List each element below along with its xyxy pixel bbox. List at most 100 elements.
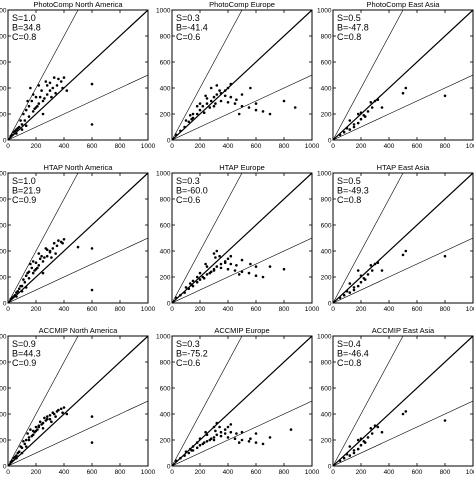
data-point bbox=[204, 262, 207, 266]
data-point bbox=[61, 241, 64, 245]
data-point bbox=[352, 286, 356, 289]
data-points bbox=[174, 82, 297, 137]
panel-title: PhotoComp Europe bbox=[209, 0, 275, 9]
y-tick-label: 1000 bbox=[317, 170, 332, 177]
x-tick-label: 600 bbox=[87, 469, 98, 476]
data-point bbox=[212, 425, 216, 429]
y-tick-label: 600 bbox=[0, 222, 7, 229]
plot-frame bbox=[332, 9, 474, 141]
data-point bbox=[29, 428, 32, 431]
line-2-to-1 bbox=[8, 10, 79, 140]
data-point bbox=[29, 86, 32, 90]
data-point bbox=[233, 102, 237, 105]
y-tick-label: 0 bbox=[328, 463, 332, 470]
data-point bbox=[404, 410, 408, 413]
data-point bbox=[215, 84, 219, 87]
data-point bbox=[90, 82, 94, 86]
data-point bbox=[229, 95, 233, 99]
reference-lines bbox=[333, 173, 473, 303]
data-point bbox=[212, 438, 216, 442]
data-point bbox=[36, 266, 39, 270]
data-point bbox=[179, 129, 182, 133]
data-point bbox=[44, 419, 48, 422]
stat-label: S=0.3 bbox=[176, 176, 200, 186]
data-point bbox=[369, 101, 373, 104]
data-point bbox=[373, 99, 377, 103]
data-point bbox=[202, 277, 206, 280]
x-tick-label: 1000 bbox=[141, 469, 156, 476]
y-tick-label: 200 bbox=[321, 111, 332, 118]
x-tick-label: 600 bbox=[412, 306, 423, 313]
data-point bbox=[229, 82, 233, 86]
data-point bbox=[59, 407, 63, 411]
scatter-panel-3: PhotoComp East Asia 00 200 200 400 400 600 600 8… bbox=[317, 0, 474, 150]
y-tick-label: 800 bbox=[321, 196, 332, 203]
y-tick-label: 0 bbox=[3, 300, 7, 307]
data-point bbox=[359, 280, 363, 284]
data-point bbox=[240, 93, 244, 96]
data-point bbox=[352, 451, 356, 455]
data-point bbox=[443, 254, 447, 258]
data-point bbox=[195, 104, 199, 108]
stat-label: S=0.5 bbox=[337, 13, 361, 23]
y-tick-label: 0 bbox=[3, 137, 7, 144]
data-point bbox=[198, 108, 202, 112]
data-point bbox=[240, 270, 244, 274]
data-point bbox=[249, 437, 252, 441]
data-point bbox=[41, 112, 45, 116]
y-tick-label: 200 bbox=[160, 274, 171, 281]
data-point bbox=[342, 293, 346, 297]
y-tick-label: 600 bbox=[160, 59, 171, 66]
plot-frame bbox=[332, 335, 474, 467]
data-point bbox=[205, 102, 209, 105]
data-point bbox=[45, 93, 49, 96]
data-point bbox=[31, 429, 35, 433]
data-point bbox=[268, 436, 272, 439]
data-point bbox=[179, 456, 182, 460]
line-2-to-1 bbox=[8, 336, 79, 466]
data-point bbox=[208, 271, 212, 275]
data-point bbox=[62, 76, 66, 79]
data-point bbox=[237, 441, 241, 444]
x-tick-label: 400 bbox=[223, 143, 234, 150]
data-point bbox=[240, 438, 244, 442]
y-tick-label: 400 bbox=[160, 248, 171, 255]
y-tick-label: 1000 bbox=[156, 333, 171, 340]
data-point bbox=[401, 91, 405, 95]
reference-lines bbox=[172, 10, 312, 140]
data-point bbox=[51, 86, 55, 90]
data-point bbox=[254, 274, 258, 278]
data-point bbox=[223, 94, 227, 98]
x-tick-label: 200 bbox=[356, 469, 367, 476]
x-tick-label: 0 bbox=[6, 469, 10, 476]
data-point bbox=[33, 269, 36, 272]
data-point bbox=[37, 264, 41, 267]
stat-label: C=0.8 bbox=[337, 195, 361, 205]
data-point bbox=[37, 424, 41, 428]
stat-label: S=0.5 bbox=[337, 176, 361, 186]
data-point bbox=[27, 115, 31, 118]
x-tick-label: 600 bbox=[251, 469, 262, 476]
x-tick-label: 200 bbox=[356, 306, 367, 313]
data-point bbox=[184, 450, 188, 454]
data-point bbox=[202, 441, 206, 444]
y-tick-label: 200 bbox=[321, 274, 332, 281]
data-point bbox=[359, 443, 363, 447]
stat-label: B=-46.4 bbox=[337, 349, 369, 359]
data-point bbox=[36, 104, 39, 108]
data-point bbox=[363, 115, 367, 118]
data-point bbox=[76, 245, 80, 249]
data-point bbox=[13, 129, 17, 133]
stat-label: B=34.8 bbox=[12, 23, 41, 33]
data-point bbox=[254, 441, 258, 444]
stat-label: C=0.8 bbox=[337, 358, 361, 368]
data-point bbox=[195, 275, 199, 279]
data-point bbox=[90, 247, 94, 250]
x-tick-label: 0 bbox=[331, 306, 335, 313]
data-point bbox=[19, 284, 22, 288]
data-point bbox=[190, 117, 193, 121]
line-1-to-1 bbox=[8, 336, 148, 466]
line-1-to-2 bbox=[333, 74, 473, 140]
data-point bbox=[23, 442, 27, 446]
